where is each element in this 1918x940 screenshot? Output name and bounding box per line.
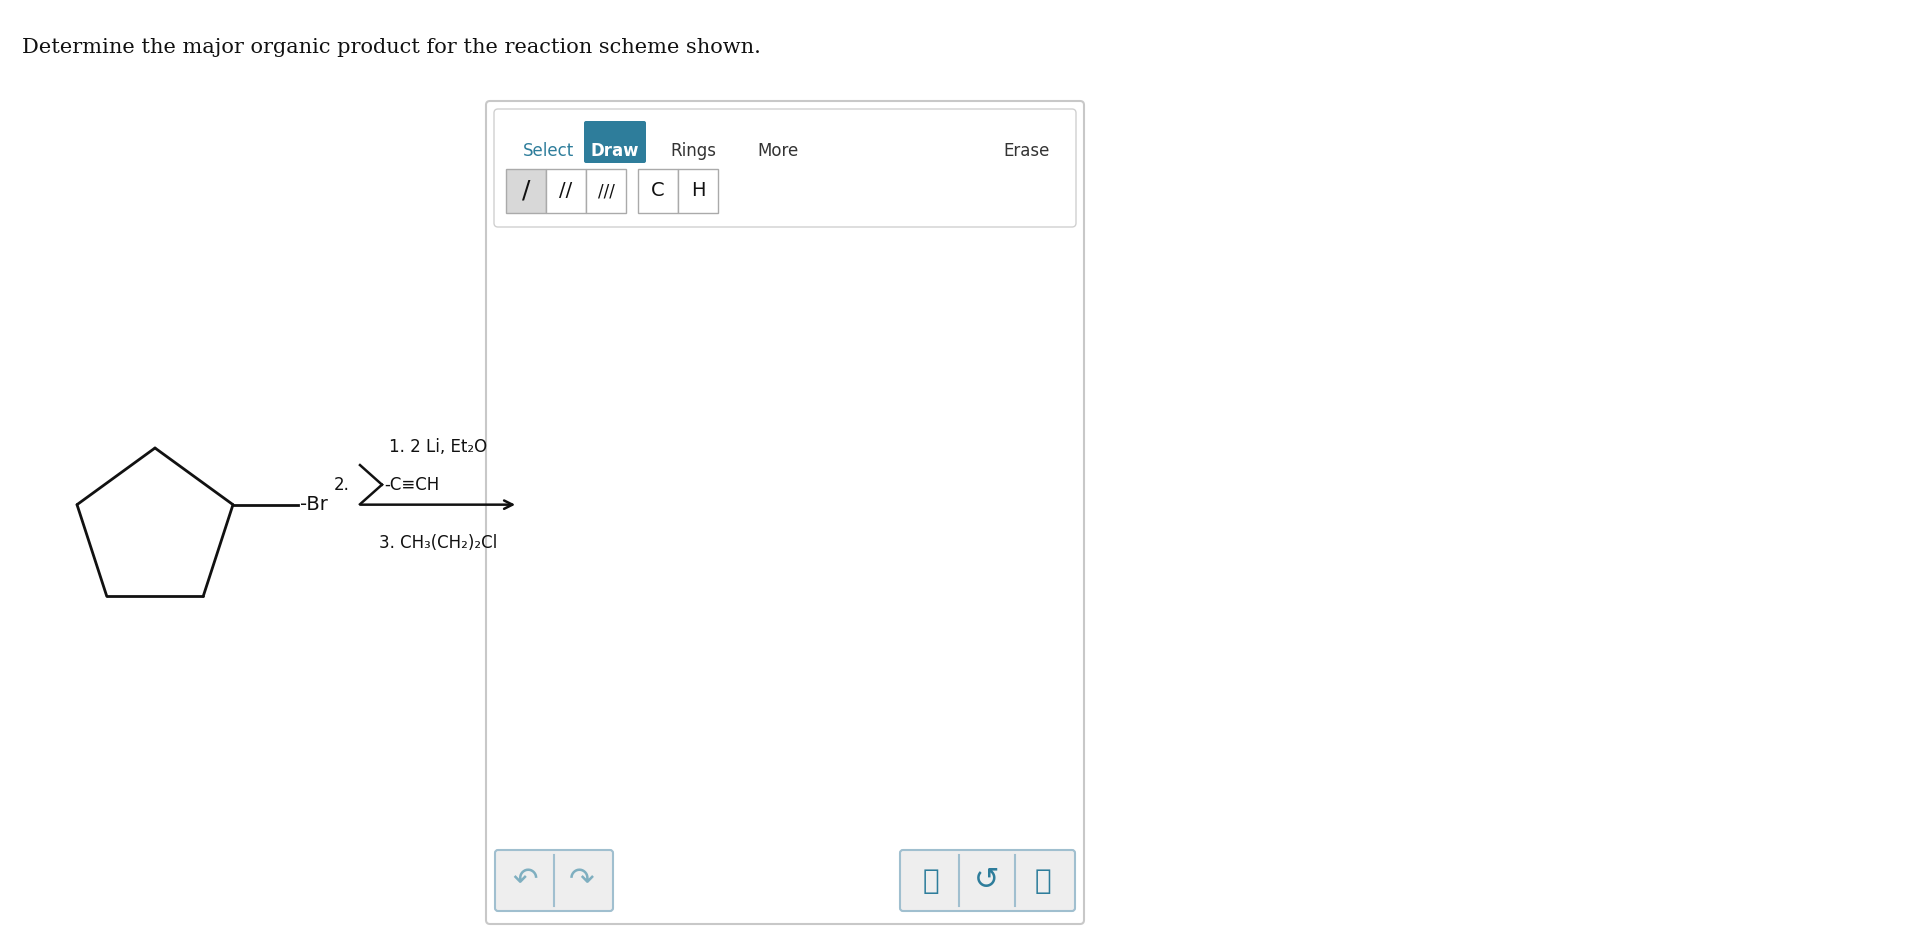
FancyBboxPatch shape xyxy=(677,169,717,213)
FancyBboxPatch shape xyxy=(495,850,614,911)
Text: Determine the major organic product for the reaction scheme shown.: Determine the major organic product for … xyxy=(21,38,761,57)
Text: Erase: Erase xyxy=(1003,142,1051,160)
FancyBboxPatch shape xyxy=(485,101,1084,924)
FancyBboxPatch shape xyxy=(587,169,625,213)
FancyBboxPatch shape xyxy=(900,850,1074,911)
Text: Rings: Rings xyxy=(669,142,715,160)
Text: 🔎: 🔎 xyxy=(1034,867,1051,895)
FancyBboxPatch shape xyxy=(506,169,547,213)
Text: /: / xyxy=(522,179,529,203)
Text: ↶: ↶ xyxy=(512,866,539,895)
Text: -Br: -Br xyxy=(299,495,328,514)
Text: 🔍: 🔍 xyxy=(923,867,938,895)
Text: ↷: ↷ xyxy=(570,866,595,895)
FancyBboxPatch shape xyxy=(495,109,1076,227)
Text: H: H xyxy=(690,181,706,200)
Text: C: C xyxy=(652,181,666,200)
Text: ///: /// xyxy=(598,182,614,200)
Text: 3. CH₃(CH₂)₂Cl: 3. CH₃(CH₂)₂Cl xyxy=(380,534,497,552)
Text: //: // xyxy=(560,181,573,200)
FancyBboxPatch shape xyxy=(639,169,677,213)
Text: -C≡CH: -C≡CH xyxy=(384,476,439,494)
Text: More: More xyxy=(758,142,798,160)
FancyBboxPatch shape xyxy=(547,169,587,213)
Text: Draw: Draw xyxy=(591,142,639,160)
FancyBboxPatch shape xyxy=(583,121,646,163)
Text: ↺: ↺ xyxy=(974,866,999,895)
Text: 1. 2 Li, Et₂O: 1. 2 Li, Et₂O xyxy=(389,438,487,456)
Text: 2.: 2. xyxy=(334,476,349,494)
Text: Select: Select xyxy=(522,142,573,160)
